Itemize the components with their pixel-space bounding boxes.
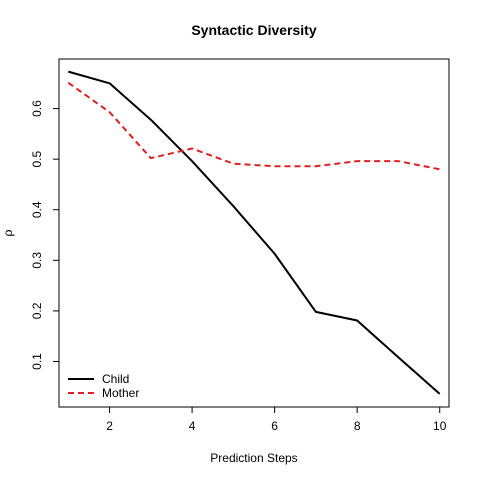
y-tick-label: 0.5 — [30, 150, 44, 167]
x-tick-label: 10 — [433, 419, 447, 433]
x-tick-label: 6 — [271, 419, 278, 433]
x-tick-label: 4 — [189, 419, 196, 433]
series-lines — [67, 70, 441, 395]
x-tick-label: 8 — [354, 419, 361, 433]
series-line-mother — [67, 81, 440, 171]
legend: Child Mother — [68, 372, 139, 400]
y-axis: 0.1 0.2 0.3 0.4 0.5 0.6 — [30, 100, 59, 370]
series-line-child — [68, 70, 441, 395]
legend-label-child: Child — [102, 372, 129, 386]
x-tick-label: 2 — [106, 419, 113, 433]
y-axis-label: ρ — [1, 229, 15, 236]
plot-frame — [58, 58, 450, 408]
y-tick-label: 0.1 — [30, 353, 44, 370]
x-axis-label: Prediction Steps — [210, 451, 297, 465]
y-tick-label: 0.3 — [30, 252, 44, 269]
y-tick-label: 0.6 — [30, 100, 44, 117]
y-tick-label: 0.4 — [30, 201, 44, 218]
chart-title: Syntactic Diversity — [191, 22, 316, 38]
legend-label-mother: Mother — [102, 386, 139, 400]
y-tick-label: 0.2 — [30, 302, 44, 319]
x-axis: 2 4 6 8 10 — [106, 407, 447, 433]
